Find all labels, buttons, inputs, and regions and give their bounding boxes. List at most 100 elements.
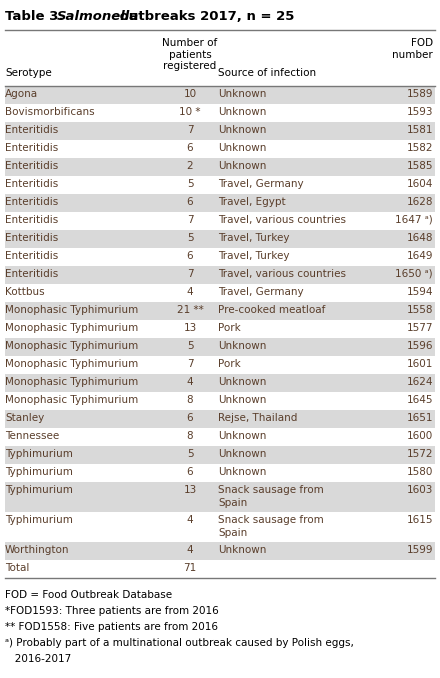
- Bar: [5, 176, 435, 194]
- Bar: [5, 122, 435, 140]
- Text: Unknown: Unknown: [218, 467, 266, 477]
- Text: Agona: Agona: [5, 89, 38, 99]
- Bar: [5, 34, 435, 86]
- Text: 1581: 1581: [407, 125, 433, 135]
- Text: 71: 71: [183, 563, 197, 573]
- Bar: [5, 158, 435, 176]
- Text: Monophasic Typhimurium: Monophasic Typhimurium: [5, 377, 138, 387]
- Text: 4: 4: [187, 515, 193, 525]
- Text: 1594: 1594: [407, 287, 433, 297]
- Text: FOD = Food Outbreak Database: FOD = Food Outbreak Database: [5, 590, 172, 600]
- Text: Enteritidis: Enteritidis: [5, 215, 58, 225]
- Text: Pork: Pork: [218, 323, 241, 333]
- Text: Worthington: Worthington: [5, 545, 70, 555]
- Text: Monophasic Typhimurium: Monophasic Typhimurium: [5, 305, 138, 315]
- Bar: [5, 302, 435, 320]
- Text: Travel, Turkey: Travel, Turkey: [218, 233, 290, 243]
- Text: Unknown: Unknown: [218, 545, 266, 555]
- Text: Table 3.: Table 3.: [5, 10, 68, 23]
- Text: 13: 13: [183, 485, 197, 495]
- Text: 6: 6: [187, 413, 193, 423]
- Text: 6: 6: [187, 467, 193, 477]
- Text: Unknown: Unknown: [218, 341, 266, 351]
- Text: Unknown: Unknown: [218, 89, 266, 99]
- Bar: [5, 392, 435, 410]
- Text: Monophasic Typhimurium: Monophasic Typhimurium: [5, 323, 138, 333]
- Bar: [5, 248, 435, 266]
- Text: Pork: Pork: [218, 359, 241, 369]
- Bar: [5, 446, 435, 464]
- Text: 4: 4: [187, 287, 193, 297]
- Text: 1615: 1615: [407, 515, 433, 525]
- Text: 1600: 1600: [407, 431, 433, 441]
- Text: 1582: 1582: [407, 143, 433, 153]
- Text: Snack sausage from
Spain: Snack sausage from Spain: [218, 485, 324, 508]
- Text: Stanley: Stanley: [5, 413, 44, 423]
- Text: Unknown: Unknown: [218, 395, 266, 405]
- Text: Unknown: Unknown: [218, 377, 266, 387]
- Text: 7: 7: [187, 269, 193, 279]
- Text: Travel, Egypt: Travel, Egypt: [218, 197, 286, 207]
- Bar: [5, 512, 435, 542]
- Text: 4: 4: [187, 545, 193, 555]
- Text: Monophasic Typhimurium: Monophasic Typhimurium: [5, 341, 138, 351]
- Text: Rejse, Thailand: Rejse, Thailand: [218, 413, 297, 423]
- Bar: [5, 464, 435, 482]
- Text: 6: 6: [187, 251, 193, 261]
- Bar: [5, 374, 435, 392]
- Bar: [5, 410, 435, 428]
- Text: Total: Total: [5, 563, 29, 573]
- Bar: [5, 86, 435, 104]
- Text: 8: 8: [187, 431, 193, 441]
- Text: 1649: 1649: [407, 251, 433, 261]
- Text: Salmonella: Salmonella: [57, 10, 139, 23]
- Text: Monophasic Typhimurium: Monophasic Typhimurium: [5, 395, 138, 405]
- Text: 1650 ᵃ): 1650 ᵃ): [396, 269, 433, 279]
- Text: 8: 8: [187, 395, 193, 405]
- Text: 1651: 1651: [407, 413, 433, 423]
- Bar: [5, 194, 435, 212]
- Text: Travel, Turkey: Travel, Turkey: [218, 251, 290, 261]
- Text: 1577: 1577: [407, 323, 433, 333]
- Text: Unknown: Unknown: [218, 107, 266, 117]
- Text: Kottbus: Kottbus: [5, 287, 44, 297]
- Text: Unknown: Unknown: [218, 449, 266, 459]
- Text: Typhimurium: Typhimurium: [5, 515, 73, 525]
- Text: 21 **: 21 **: [176, 305, 203, 315]
- Text: Enteritidis: Enteritidis: [5, 161, 58, 171]
- Text: 1580: 1580: [407, 467, 433, 477]
- Text: Travel, Germany: Travel, Germany: [218, 287, 304, 297]
- Text: 10 *: 10 *: [179, 107, 201, 117]
- Text: 1603: 1603: [407, 485, 433, 495]
- Bar: [5, 212, 435, 230]
- Text: Number of
patients
registered: Number of patients registered: [162, 38, 218, 71]
- Text: 2: 2: [187, 161, 193, 171]
- Text: ᵃ) Probably part of a multinational outbreak caused by Polish eggs,: ᵃ) Probably part of a multinational outb…: [5, 638, 354, 648]
- Text: 5: 5: [187, 233, 193, 243]
- Text: 1647 ᵃ): 1647 ᵃ): [395, 215, 433, 225]
- Text: *FOD1593: Three patients are from 2016: *FOD1593: Three patients are from 2016: [5, 606, 219, 616]
- Text: 5: 5: [187, 449, 193, 459]
- Text: Unknown: Unknown: [218, 143, 266, 153]
- Text: 13: 13: [183, 323, 197, 333]
- Text: 6: 6: [187, 197, 193, 207]
- Text: Typhimurium: Typhimurium: [5, 467, 73, 477]
- Text: Enteritidis: Enteritidis: [5, 251, 58, 261]
- Bar: [5, 284, 435, 302]
- Text: 1558: 1558: [407, 305, 433, 315]
- Text: Tennessee: Tennessee: [5, 431, 59, 441]
- Text: Travel, various countries: Travel, various countries: [218, 269, 346, 279]
- Text: Travel, Germany: Travel, Germany: [218, 179, 304, 189]
- Text: 6: 6: [187, 143, 193, 153]
- Bar: [5, 104, 435, 122]
- Text: Travel, various countries: Travel, various countries: [218, 215, 346, 225]
- Text: 5: 5: [187, 341, 193, 351]
- Text: Monophasic Typhimurium: Monophasic Typhimurium: [5, 359, 138, 369]
- Text: 1604: 1604: [407, 179, 433, 189]
- Text: 4: 4: [187, 377, 193, 387]
- Text: 1572: 1572: [407, 449, 433, 459]
- Text: Enteritidis: Enteritidis: [5, 179, 58, 189]
- Text: 1601: 1601: [407, 359, 433, 369]
- Text: 1599: 1599: [407, 545, 433, 555]
- Bar: [5, 356, 435, 374]
